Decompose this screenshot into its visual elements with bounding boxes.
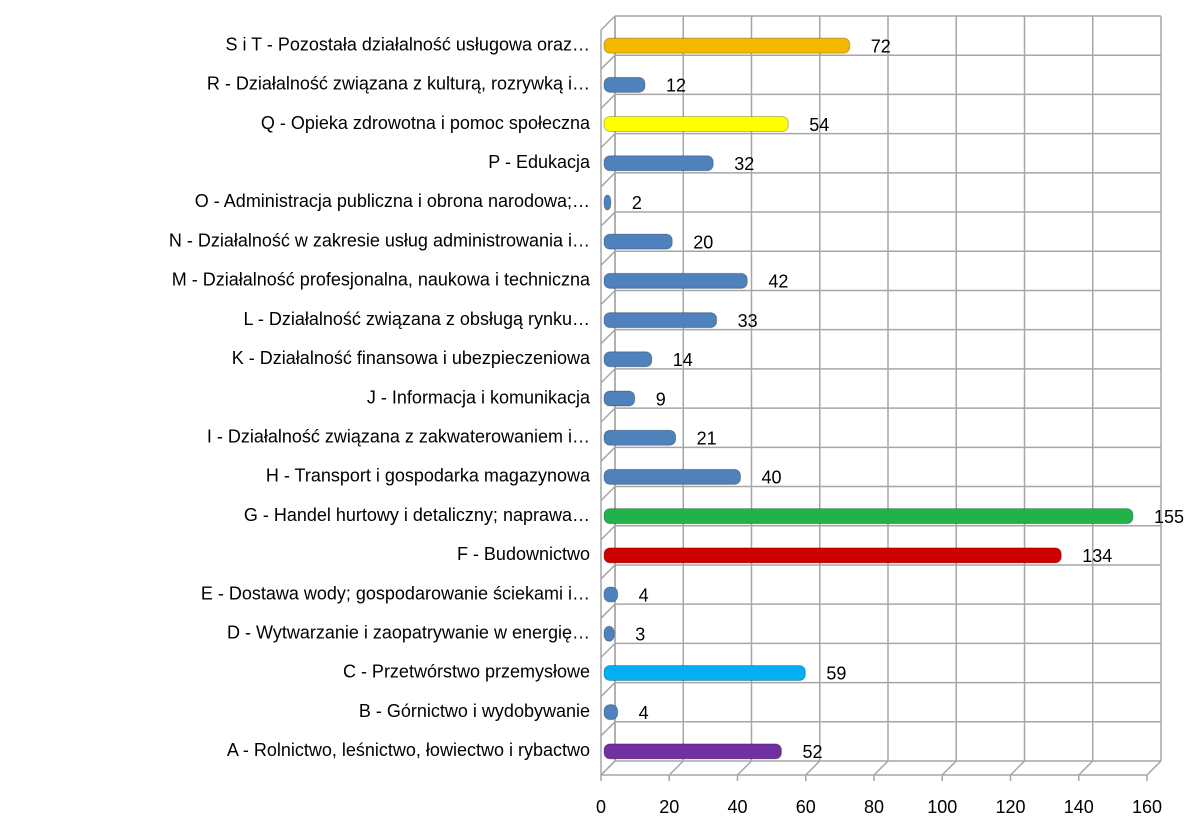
category-grid-line	[600, 250, 616, 266]
floor-line	[941, 760, 957, 776]
data-label: 40	[762, 468, 782, 488]
x-tick-label: 120	[995, 797, 1025, 817]
category-grid-line	[600, 211, 616, 227]
x-tick-label: 20	[659, 797, 679, 817]
x-tick-label: 140	[1064, 797, 1094, 817]
bar	[603, 547, 1062, 564]
category-grid-line	[600, 407, 616, 423]
category-grid-line	[600, 329, 616, 345]
y-tick-label: J - Informacja i komunikacja	[367, 387, 591, 407]
floor-line	[736, 760, 753, 776]
category-grid-line	[600, 682, 616, 698]
data-label: 42	[768, 272, 788, 292]
category-grid-line	[600, 93, 616, 109]
y-tick-label: P - Edukacja	[488, 152, 591, 172]
data-label: 21	[697, 428, 717, 448]
bar	[603, 625, 615, 642]
data-label: 2	[632, 193, 642, 213]
category-grid-line	[600, 642, 616, 658]
y-tick-label: F - Budownictwo	[457, 544, 590, 564]
floor-line	[600, 760, 616, 776]
x-tick-label: 100	[927, 797, 957, 817]
data-label: 72	[871, 36, 891, 56]
bar	[603, 508, 1134, 525]
data-label: 155	[1154, 507, 1184, 527]
x-tick-label: 160	[1132, 797, 1162, 817]
y-tick-label: Q - Opieka zdrowotna i pomoc społeczna	[261, 113, 591, 133]
category-grid-line	[600, 485, 616, 502]
y-tick-label: B - Górnictwo i wydobywanie	[359, 701, 590, 721]
y-tick-label: N - Działalność w zakresie usług adminis…	[169, 230, 590, 250]
y-tick-label: D - Wytwarzanie i zaopatrywanie w energi…	[227, 623, 590, 643]
y-tick-label: I - Działalność związana z zakwaterowani…	[207, 426, 590, 446]
bar	[603, 37, 851, 54]
data-label: 4	[639, 703, 649, 723]
floor-line	[668, 760, 684, 776]
x-tick-label: 0	[596, 797, 606, 817]
data-label: 12	[666, 76, 686, 96]
y-tick-label: C - Przetwórstwo przemysłowe	[343, 662, 590, 682]
category-grid-line	[600, 525, 616, 541]
data-label: 4	[639, 585, 649, 605]
category-grid-line	[600, 603, 616, 619]
category-grid-line	[600, 446, 616, 462]
x-tick-label: 60	[796, 797, 816, 817]
floor-line	[1146, 760, 1162, 776]
bar	[603, 155, 714, 172]
bar	[603, 76, 646, 93]
floor-line	[1009, 760, 1026, 776]
data-label: 20	[693, 232, 713, 252]
category-grid-line	[600, 172, 616, 188]
y-tick-label: E - Dostawa wody; gospodarowanie ściekam…	[201, 583, 590, 603]
bar	[603, 586, 619, 603]
bar	[603, 429, 677, 446]
category-grid-line	[600, 54, 616, 70]
data-label: 14	[673, 350, 693, 370]
y-tick-label: G - Handel hurtowy i detaliczny; naprawa…	[244, 505, 590, 525]
x-tick-label: 80	[864, 797, 884, 817]
bar	[603, 351, 653, 368]
y-tick-label: L - Działalność związana z obsługą rynku…	[244, 309, 591, 329]
bar	[603, 664, 806, 681]
data-label: 54	[809, 115, 829, 135]
y-tick-label: M - Działalność profesjonalna, naukowa i…	[172, 270, 591, 290]
category-grid-line	[600, 133, 616, 149]
category-grid-line	[600, 721, 616, 737]
data-label: 32	[734, 154, 754, 174]
bar	[603, 116, 789, 133]
data-label: 33	[738, 311, 758, 331]
data-label: 59	[826, 664, 846, 684]
bar	[603, 312, 718, 329]
data-label: 3	[635, 625, 645, 645]
floor-line	[873, 760, 889, 776]
floor-line	[805, 760, 821, 776]
y-tick-label: O - Administracja publiczna i obrona nar…	[195, 191, 590, 211]
y-tick-label: K - Działalność finansowa i ubezpieczeni…	[232, 348, 591, 368]
bar	[603, 468, 741, 485]
category-grid-line	[600, 368, 616, 384]
bar	[603, 390, 636, 407]
x-tick-label: 40	[727, 797, 747, 817]
data-label: 9	[656, 389, 666, 409]
category-grid-line	[600, 289, 616, 306]
bar	[603, 704, 619, 721]
data-label: 134	[1082, 546, 1112, 566]
data-label: 52	[802, 742, 822, 762]
floor-line	[1078, 760, 1094, 776]
y-tick-label: H - Transport i gospodarka magazynowa	[266, 466, 591, 486]
y-tick-label: R - Działalność związana z kulturą, rozr…	[207, 74, 590, 94]
bar	[603, 743, 782, 760]
bar	[603, 272, 748, 289]
y-tick-label: S i T - Pozostała działalność usługowa o…	[225, 34, 590, 54]
category-grid-line	[600, 15, 616, 31]
bar	[603, 233, 673, 250]
y-tick-label: A - Rolnictwo, leśnictwo, łowiectwo i ry…	[227, 740, 590, 760]
bar	[603, 194, 612, 211]
category-grid-line	[600, 564, 616, 580]
